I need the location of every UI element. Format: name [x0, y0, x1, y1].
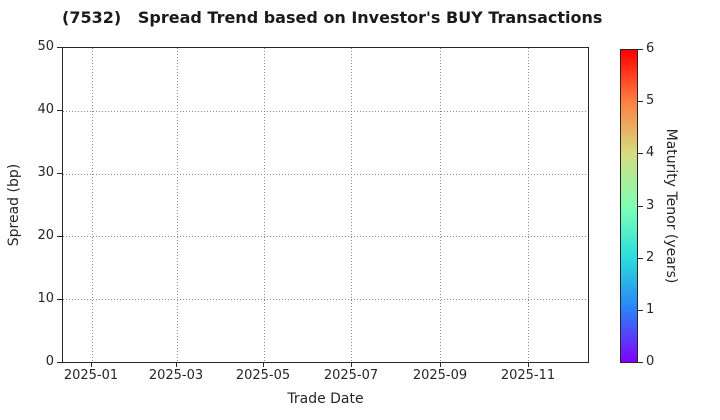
colorbar-tick-label: 1	[646, 302, 655, 317]
colorbar-gradient	[620, 49, 638, 363]
y-tick-mark	[57, 299, 62, 300]
chart-title: (7532) Spread Trend based on Investor's …	[62, 8, 603, 27]
colorbar-tick-mark	[638, 101, 643, 102]
x-gridline	[440, 48, 442, 362]
y-tick-mark	[57, 173, 62, 174]
y-tick-mark	[57, 236, 62, 237]
colorbar-tick-mark	[638, 49, 643, 50]
y-tick-mark	[57, 362, 62, 363]
y-tick-label: 30	[37, 165, 54, 180]
colorbar-tick-label: 4	[646, 145, 655, 160]
colorbar-tick-label: 3	[646, 198, 655, 213]
x-gridline	[91, 48, 93, 362]
x-tick-label: 2025-07	[323, 368, 379, 383]
colorbar-tick-mark	[638, 310, 643, 311]
x-gridline	[176, 48, 178, 362]
colorbar-tick-label: 5	[646, 93, 655, 108]
colorbar-tick-label: 6	[646, 41, 655, 56]
x-axis-label: Trade Date	[287, 391, 364, 407]
plot-area	[62, 47, 589, 363]
colorbar-tick-mark	[638, 206, 643, 207]
x-tick-mark	[91, 362, 92, 367]
colorbar-label: Maturity Tenor (years)	[663, 128, 679, 284]
y-axis-label: Spread (bp)	[6, 163, 22, 247]
y-tick-label: 0	[45, 354, 54, 369]
x-gridline	[351, 48, 353, 362]
x-tick-mark	[440, 362, 441, 367]
y-gridline	[63, 173, 588, 175]
colorbar-tick-label: 0	[646, 354, 655, 369]
x-tick-label: 2025-11	[500, 368, 556, 383]
x-gridline	[528, 48, 530, 362]
colorbar-tick-label: 2	[646, 250, 655, 265]
x-tick-mark	[263, 362, 264, 367]
x-tick-mark	[351, 362, 352, 367]
y-tick-label: 50	[37, 39, 54, 54]
x-tick-mark	[176, 362, 177, 367]
colorbar-tick-mark	[638, 362, 643, 363]
x-tick-mark	[528, 362, 529, 367]
y-tick-label: 10	[37, 291, 54, 306]
y-tick-mark	[57, 47, 62, 48]
y-tick-label: 20	[37, 228, 54, 243]
x-tick-label: 2025-05	[235, 368, 291, 383]
colorbar-tick-mark	[638, 153, 643, 154]
x-tick-label: 2025-01	[63, 368, 119, 383]
y-tick-mark	[57, 110, 62, 111]
x-tick-label: 2025-09	[412, 368, 468, 383]
x-gridline	[263, 48, 265, 362]
y-tick-label: 40	[37, 102, 54, 117]
colorbar-tick-mark	[638, 258, 643, 259]
x-tick-label: 2025-03	[148, 368, 204, 383]
y-gridline	[63, 299, 588, 301]
y-gridline	[63, 110, 588, 112]
y-gridline	[63, 236, 588, 238]
